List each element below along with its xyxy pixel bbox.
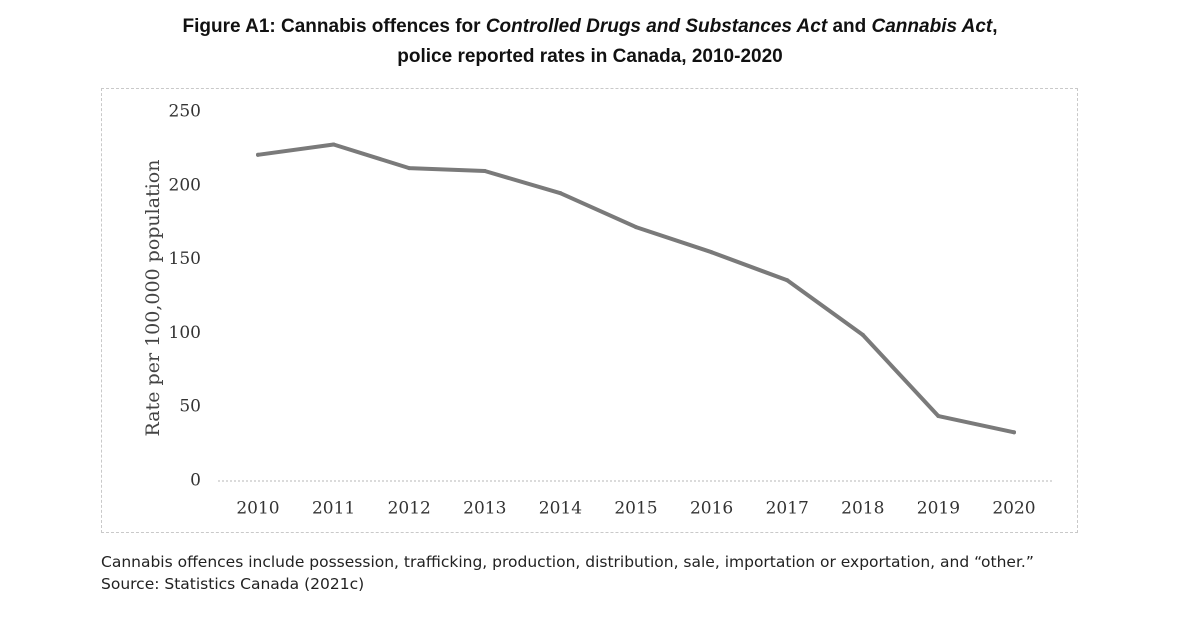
x-tick-label: 2020 — [992, 499, 1035, 519]
chart-source: Source: Statistics Canada (2021c) — [101, 575, 365, 593]
y-tick-label: 250 — [169, 102, 201, 122]
data-point — [331, 142, 336, 147]
title-italic-act-2: Cannabis Act — [871, 16, 993, 37]
y-tick-label: 150 — [169, 249, 201, 269]
x-tick-label: 2010 — [236, 499, 279, 519]
data-point — [634, 225, 638, 230]
x-tick-label: 2015 — [614, 499, 657, 519]
data-point — [785, 278, 790, 283]
y-axis-title: Rate per 100,000 population — [142, 160, 164, 437]
title-text-2: and — [827, 16, 872, 37]
x-tick-label: 2012 — [388, 499, 431, 519]
data-point — [936, 414, 941, 419]
chart-note: Cannabis offences include possession, tr… — [101, 553, 1034, 571]
title-text-1: Figure A1: Cannabis offences for — [182, 16, 486, 37]
chart-title-line-2: police reported rates in Canada, 2010-20… — [397, 46, 783, 67]
y-tick-label: 100 — [169, 323, 201, 343]
data-point — [256, 152, 260, 157]
y-tick-label: 0 — [190, 471, 201, 491]
chart-title-line-1: Figure A1: Cannabis offences for Control… — [0, 16, 1180, 38]
x-tick-label: 2011 — [312, 499, 355, 519]
data-point — [407, 166, 412, 171]
title-text-3: , — [992, 16, 998, 37]
y-tick-label: 200 — [169, 175, 201, 195]
series-line — [256, 142, 1016, 435]
y-tick-label: 50 — [179, 397, 201, 417]
x-tick-label: 2018 — [841, 499, 884, 519]
data-point — [1012, 430, 1016, 435]
data-point — [558, 191, 563, 196]
x-tick-label: 2017 — [766, 499, 809, 519]
x-tick-label: 2019 — [917, 499, 960, 519]
title-italic-act-1: Controlled Drugs and Substances Act — [485, 16, 828, 37]
data-point — [482, 169, 487, 174]
x-tick-label: 2014 — [539, 499, 582, 519]
data-point — [709, 250, 714, 255]
chart-frame — [101, 88, 1078, 533]
x-tick-label: 2016 — [690, 499, 733, 519]
x-tick-label: 2013 — [463, 499, 506, 519]
data-point — [860, 332, 865, 337]
